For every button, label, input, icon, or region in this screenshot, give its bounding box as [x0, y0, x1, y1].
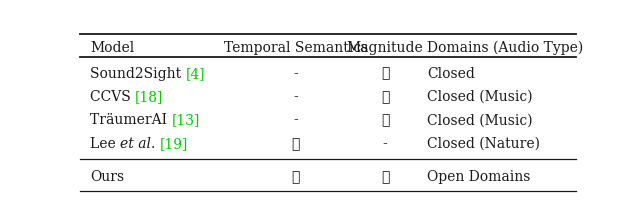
Text: -: -	[293, 67, 298, 81]
Text: ✓: ✓	[381, 90, 389, 104]
Text: .: .	[151, 137, 159, 151]
Text: Temporal Semantics: Temporal Semantics	[223, 41, 368, 55]
Text: [19]: [19]	[159, 137, 188, 151]
Text: -: -	[293, 90, 298, 104]
Text: TräumerAI: TräumerAI	[90, 113, 172, 127]
Text: [13]: [13]	[172, 113, 200, 127]
Text: ✓: ✓	[381, 170, 389, 184]
Text: -: -	[293, 113, 298, 127]
Text: et al: et al	[120, 137, 151, 151]
Text: Model: Model	[90, 41, 134, 55]
Text: ✓: ✓	[292, 137, 300, 151]
Text: Open Domains: Open Domains	[428, 170, 531, 184]
Text: Lee: Lee	[90, 137, 120, 151]
Text: ✓: ✓	[381, 67, 389, 81]
Text: Domains (Audio Type): Domains (Audio Type)	[428, 41, 584, 55]
Text: -: -	[383, 137, 387, 151]
Text: CCVS: CCVS	[90, 90, 135, 104]
Text: Closed (Nature): Closed (Nature)	[428, 137, 540, 151]
Text: ✓: ✓	[292, 170, 300, 184]
Text: Closed (Music): Closed (Music)	[428, 90, 533, 104]
Text: Magnitude: Magnitude	[347, 41, 424, 55]
Text: Sound2Sight: Sound2Sight	[90, 67, 186, 81]
Text: [18]: [18]	[135, 90, 163, 104]
Text: ✓: ✓	[381, 113, 389, 127]
Text: Ours: Ours	[90, 170, 124, 184]
Text: Closed (Music): Closed (Music)	[428, 113, 533, 127]
Text: [4]: [4]	[186, 67, 205, 81]
Text: Closed: Closed	[428, 67, 475, 81]
